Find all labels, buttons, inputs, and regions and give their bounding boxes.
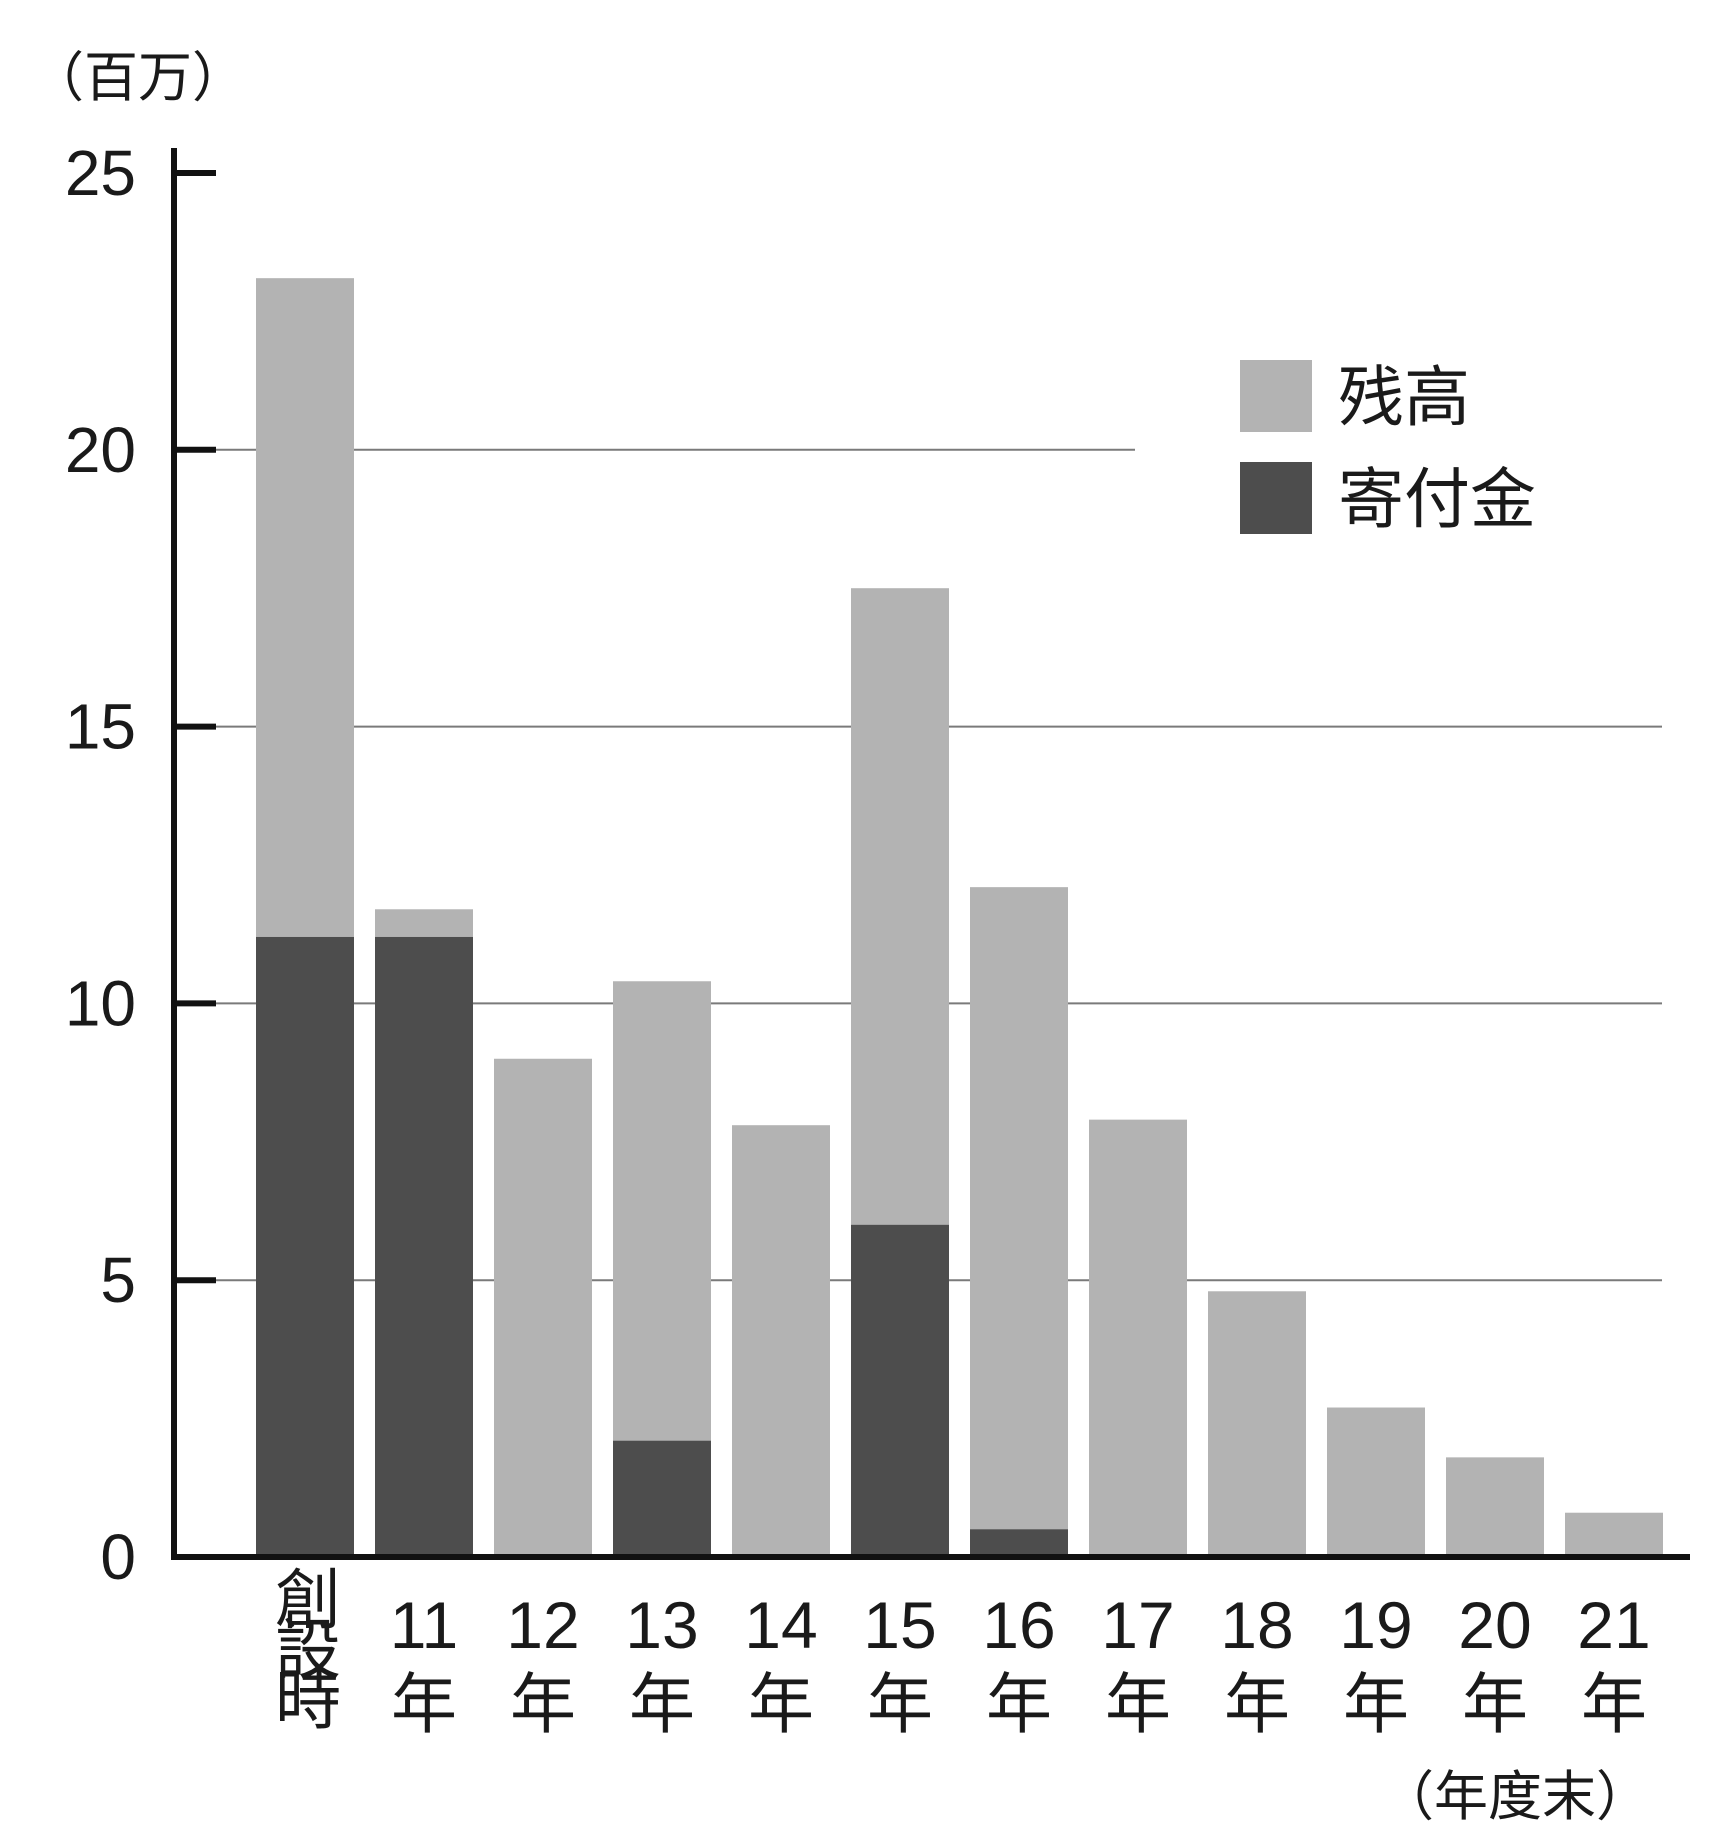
category-label-year: 年 — [1581, 1667, 1647, 1741]
category-label-char: 創 — [275, 1563, 341, 1637]
category-label-year: 年 — [1462, 1667, 1528, 1741]
bar-donation — [851, 1224, 949, 1557]
legend-swatch — [1240, 462, 1312, 534]
category-label-char: 時 — [275, 1663, 341, 1737]
category-label-number: 18 — [1220, 1588, 1293, 1662]
category-label-year: 年 — [1224, 1667, 1290, 1741]
category-label-number: 13 — [625, 1588, 698, 1662]
y-tick-label: 5 — [100, 1244, 136, 1316]
bar-balance — [1089, 1119, 1187, 1557]
category-label-year: 年 — [629, 1667, 695, 1741]
bar-donation — [256, 936, 354, 1557]
category-label-year: 年 — [748, 1667, 814, 1741]
legend-label: 寄付金 — [1338, 462, 1536, 536]
category-label-year: 年 — [391, 1667, 457, 1741]
y-ticks: 0 5 10 15 20 25 — [65, 137, 216, 1593]
x-unit-label: （年度末） — [1380, 1767, 1650, 1827]
bar-donation — [970, 1529, 1068, 1557]
category-label: 15年 — [863, 1588, 936, 1741]
category-label-number: 14 — [744, 1588, 817, 1662]
category-label-number: 15 — [863, 1588, 936, 1662]
category-label-number: 16 — [982, 1588, 1055, 1662]
bar-balance — [1208, 1291, 1306, 1557]
category-label: 11年 — [390, 1588, 459, 1741]
category-label-number: 20 — [1458, 1588, 1531, 1662]
category-label-number: 11 — [390, 1588, 459, 1662]
category-label-char: 設 — [275, 1613, 341, 1687]
category-label: 17年 — [1101, 1588, 1174, 1741]
legend-label: 残高 — [1338, 360, 1470, 434]
category-label-year: 年 — [986, 1667, 1052, 1741]
category-label-year: 年 — [1343, 1667, 1409, 1741]
bar-donation — [375, 936, 473, 1557]
bars — [256, 278, 1663, 1558]
category-label: 16年 — [982, 1588, 1055, 1741]
category-label: 12年 — [506, 1588, 579, 1741]
bar-balance — [970, 887, 1068, 1557]
bar-donation — [613, 1440, 711, 1557]
category-label: 13年 — [625, 1588, 698, 1741]
y-tick-label: 25 — [65, 137, 136, 209]
y-unit-label: （百万） — [30, 48, 246, 108]
category-label-number: 21 — [1577, 1588, 1650, 1662]
bar-balance — [732, 1125, 830, 1557]
bar-balance — [1327, 1407, 1425, 1557]
category-label-number: 19 — [1339, 1588, 1412, 1662]
category-label: 創設時 — [275, 1563, 341, 1737]
category-label: 19年 — [1339, 1588, 1412, 1741]
category-label: 14年 — [744, 1588, 817, 1741]
category-label: 18年 — [1220, 1588, 1293, 1741]
category-label-number: 17 — [1101, 1588, 1174, 1662]
bar-balance — [1565, 1512, 1663, 1557]
category-label-year: 年 — [510, 1667, 576, 1741]
bar-balance — [494, 1058, 592, 1557]
category-label-year: 年 — [867, 1667, 933, 1741]
category-label-year: 年 — [1105, 1667, 1171, 1741]
bar-balance — [1446, 1457, 1544, 1557]
legend-swatch — [1240, 360, 1312, 432]
category-label: 21年 — [1577, 1588, 1650, 1741]
y-tick-label: 0 — [100, 1521, 136, 1593]
y-tick-label: 20 — [65, 414, 136, 486]
category-label: 20年 — [1458, 1588, 1531, 1741]
y-tick-label: 15 — [65, 691, 136, 763]
axes — [171, 148, 1690, 1560]
y-tick-label: 10 — [65, 967, 136, 1039]
category-label-number: 12 — [506, 1588, 579, 1662]
